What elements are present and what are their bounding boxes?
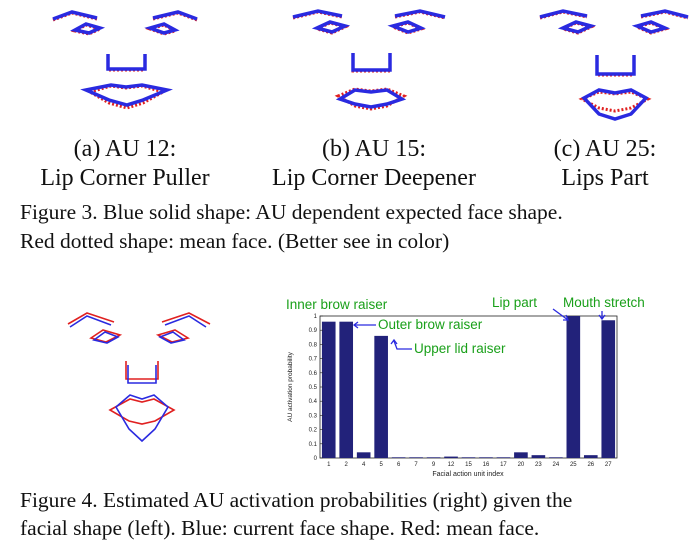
ytick-label: 0.3: [309, 413, 318, 419]
xtick-label: 20: [518, 462, 525, 468]
bar-au-2: [339, 321, 354, 458]
annotation-mouth-stretch: Mouth stretch: [563, 295, 645, 310]
xtick-label: 27: [605, 462, 612, 468]
face-a-au12: [52, 10, 198, 110]
chart-annotations: Inner brow raiser Outer brow raiser Uppe…: [286, 295, 645, 356]
figure4-face-shape: [67, 312, 211, 443]
bar-au-24: [549, 457, 563, 458]
panel-a-caption: (a) AU 12: Lip Corner Puller: [12, 135, 238, 193]
xtick-label: 1: [327, 462, 331, 468]
annotation-lip-part: Lip part: [492, 295, 537, 310]
xtick-label: 15: [465, 462, 472, 468]
xtick-label: 9: [432, 462, 436, 468]
bar-au-17: [496, 457, 511, 458]
xtick-label: 4: [362, 462, 366, 468]
arrow-lip-part-head: [563, 314, 569, 321]
panel-c-name: Lips Part: [561, 165, 649, 191]
ytick-label: 0.8: [309, 342, 318, 348]
figure3-caption-line2: Red dotted shape: mean face. (Better see…: [20, 229, 450, 253]
chart-ylabel: AU activation probability: [287, 351, 294, 421]
xtick-label: 6: [397, 462, 401, 468]
bar-au-25: [566, 316, 581, 458]
arrow-mouth-stretch-head: [598, 314, 606, 321]
arrow-outer-brow-head: [352, 321, 359, 329]
annotation-upper-lid-raiser: Upper lid raiser: [414, 341, 506, 356]
bar-au-23: [531, 455, 546, 458]
face-b-au15: [292, 9, 446, 111]
xtick-label: 26: [587, 462, 594, 468]
figure3-faces: [52, 9, 689, 121]
xtick-label: 24: [553, 462, 560, 468]
bar-au-4: [356, 452, 371, 458]
xtick-label: 17: [500, 462, 507, 468]
xtick-label: 12: [448, 462, 455, 468]
panel-a-name: Lip Corner Puller: [40, 165, 210, 191]
xtick-label: 7: [414, 462, 418, 468]
ytick-label: 0: [314, 456, 318, 462]
annotation-outer-brow-raiser: Outer brow raiser: [378, 317, 483, 332]
bar-au-7: [409, 457, 423, 458]
xtick-label: 23: [535, 462, 542, 468]
au-activation-chart: 1 2 4 5 6 7 9 12 15 16 17 20 23 24 25 26 2700.10.20.30.4…: [286, 295, 645, 478]
xtick-label: 2: [345, 462, 349, 468]
figure3-caption-line1: Figure 3. Blue solid shape: AU dependent…: [20, 200, 563, 224]
ytick-label: 0.2: [309, 428, 318, 434]
panel-c-caption: (c) AU 25: Lips Part: [520, 135, 690, 193]
ytick-label: 0.1: [309, 442, 318, 448]
bar-au-16: [479, 457, 493, 458]
ytick-label: 1: [314, 314, 318, 320]
ytick-label: 0.4: [309, 399, 318, 405]
panel-b-label: (b) AU 15:: [322, 136, 426, 162]
arrow-lip-part: [552, 308, 569, 321]
bar-au-27: [601, 320, 616, 458]
bar-au-1: [321, 321, 336, 458]
figure4-caption-line1: Figure 4. Estimated AU activation probab…: [20, 488, 573, 512]
ytick-label: 0.9: [309, 328, 318, 334]
panel-c-label: (c) AU 25:: [553, 136, 657, 162]
bar-au-5: [374, 335, 388, 458]
panel-b-caption: (b) AU 15: Lip Corner Deepener: [252, 135, 496, 193]
figure4-caption-line2: facial shape (left). Blue: current face …: [20, 516, 540, 540]
ytick-label: 0.7: [309, 357, 318, 363]
chart-xlabel: Facial action unit index: [432, 471, 504, 478]
bar-au-15: [461, 457, 476, 458]
bar-au-6: [391, 457, 406, 458]
panel-b-name: Lip Corner Deepener: [272, 165, 476, 191]
bar-au-9: [426, 457, 441, 458]
arrow-upper-lid: [393, 340, 412, 350]
face-c-au25: [539, 9, 689, 121]
arrow-upper-lid-head: [390, 338, 398, 345]
xtick-label: 5: [379, 462, 383, 468]
bar-au-12: [444, 456, 458, 458]
xtick-label: 16: [483, 462, 490, 468]
bar-au-20: [514, 452, 528, 458]
annotation-inner-brow-raiser: Inner brow raiser: [286, 297, 388, 312]
panel-a-label: (a) AU 12:: [73, 136, 177, 162]
bar-au-26: [583, 455, 598, 458]
ytick-label: 0.6: [309, 371, 318, 377]
xtick-label: 25: [570, 462, 577, 468]
ytick-label: 0.5: [309, 385, 318, 391]
